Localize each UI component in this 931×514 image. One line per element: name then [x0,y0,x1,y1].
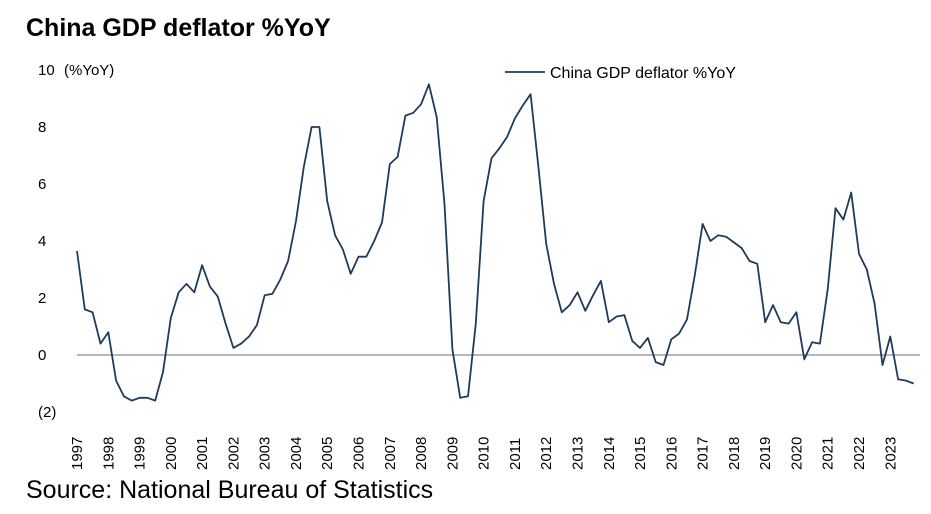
y-tick-label: 2 [38,290,46,307]
x-tick-label: 2018 [726,437,743,470]
x-tick-label: 2010 [476,437,493,470]
x-tick-label: 2009 [444,437,461,470]
y-tick-label: 4 [38,233,46,250]
x-tick-label: 2001 [194,437,211,470]
x-tick-label: 2002 [225,437,242,470]
y-tick-label: 8 [38,119,46,136]
y-axis: 10 8 6 4 2 0 (2) [38,62,56,421]
x-tick-label: 2017 [695,437,712,470]
x-tick-label: 2000 [163,437,180,470]
chart-title: China GDP deflator %YoY [26,14,331,42]
x-tick-label: 2007 [382,437,399,470]
x-tick-label: 1997 [69,437,86,470]
y-tick-label: 10 [38,62,55,79]
x-tick-label: 2016 [663,437,680,470]
x-tick-label: 1999 [132,437,149,470]
x-tick-label: 2014 [601,437,618,470]
y-tick-label: (2) [38,404,56,421]
x-tick-label: 2022 [851,437,868,470]
legend-label: China GDP deflator %YoY [550,65,736,82]
series-line-gdp-deflator [76,83,915,402]
y-tick-label: 0 [38,347,46,364]
x-tick-label: 2015 [632,437,649,470]
x-tick-label: 2020 [788,437,805,470]
x-tick-label: 2005 [319,437,336,470]
source-note: Source: National Bureau of Statistics [26,476,434,504]
x-tick-label: 2003 [257,437,274,470]
x-tick-label: 2012 [538,437,555,470]
x-axis: 1997 1998 1999 2000 2001 2002 2003 2004 2005 2006… [69,437,899,470]
x-tick-label: 2021 [820,437,837,470]
x-tick-label: 2013 [569,437,586,470]
x-tick-label: 2006 [351,437,368,470]
x-tick-label: 2019 [757,437,774,470]
x-tick-label: 2004 [288,437,305,470]
y-tick-label: 6 [38,176,46,193]
x-tick-label: 2023 [882,437,899,470]
y-axis-label: (%YoY) [64,62,114,79]
legend: China GDP deflator %YoY [505,65,736,82]
x-tick-label: 2008 [413,437,430,470]
x-tick-label: 2011 [507,438,524,470]
x-tick-label: 1998 [100,437,117,470]
